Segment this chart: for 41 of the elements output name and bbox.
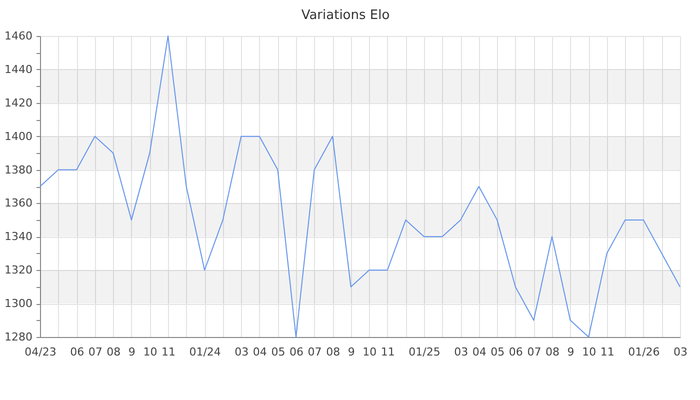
x-tick-label: 10 [582,346,596,358]
x-tick-label: 06 [508,346,523,358]
x-tick-label: 06 [70,346,84,358]
x-tick-label: 11 [380,346,395,358]
y-tick-label: 1420 [4,96,32,110]
chart-title: Variations Elo [301,8,390,23]
x-tick-label: 11 [162,346,176,358]
x-tick-label: 07 [308,346,322,358]
x-tick-label: 03 [234,346,249,358]
y-tick-label: 1460 [4,30,32,42]
x-tick-label: 11 [600,346,614,358]
x-tick-label: 03 [674,346,688,358]
x-tick-label: 9 [567,346,574,358]
x-tick-label: 10 [143,346,158,358]
y-tick-label: 1360 [4,196,32,210]
x-tick-label: 01/25 [408,346,440,358]
y-tick-label: 1400 [4,130,32,143]
x-tick-label: 01/24 [189,346,221,358]
y-tick-label: 1300 [4,297,32,310]
x-tick-label: 04/23 [24,346,56,358]
x-tick-label: 03 [454,346,468,358]
y-tick-label: 1440 [4,62,32,76]
x-tick-label: 01/26 [628,346,660,358]
y-tick-label: 1320 [4,264,32,277]
x-tick-label: 07 [88,346,102,358]
x-tick-label: 9 [348,346,355,358]
x-tick-label: 04 [252,346,267,358]
y-tick-label: 1380 [4,163,32,176]
x-tick-label: 04 [472,346,486,358]
x-tick-label: 06 [290,346,304,358]
line-series [40,36,680,338]
y-tick-label: 1340 [4,230,32,244]
x-tick-label: 9 [128,346,136,358]
x-tick-label: 05 [490,346,505,358]
y-tick-label: 1280 [4,330,32,344]
x-tick-label: 08 [326,346,340,358]
x-tick-label: 05 [271,346,286,358]
x-tick-label: 10 [362,346,377,358]
x-tick-label: 08 [546,346,560,358]
x-tick-label: 07 [527,346,542,358]
x-tick-label: 08 [106,346,121,358]
